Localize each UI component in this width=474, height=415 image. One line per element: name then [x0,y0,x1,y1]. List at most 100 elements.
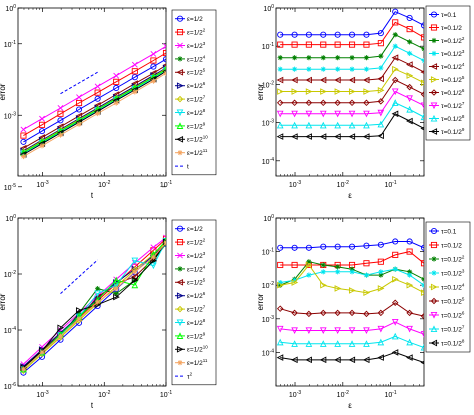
series-line [280,79,424,104]
data-point [319,356,327,364]
data-point [420,22,424,29]
data-point [162,238,166,246]
data-point [150,63,157,70]
y-tick-label: 10-4 [262,348,274,357]
data-point [20,138,27,145]
data-point [95,110,101,117]
data-point [377,338,385,346]
data-point [57,132,64,138]
data-point [320,243,327,250]
series-line [280,113,424,138]
data-point [277,281,284,289]
data-point [348,327,356,335]
legend-marker [431,37,437,44]
data-point [319,340,327,347]
data-point [305,88,313,95]
y-tick-label: 10-2 [262,80,274,89]
data-point [150,244,157,251]
data-point [391,332,399,340]
x-tick-label: 10-1 [160,390,172,399]
y-tick-label: 100 [5,4,16,13]
legend-label: ε=1/27 [187,95,206,104]
data-point [363,272,370,278]
legend-label: ε=1/24 [187,54,206,63]
data-point [334,243,341,250]
data-point [348,243,356,250]
data-point [291,110,298,118]
data-point [391,299,399,307]
data-point [377,285,385,292]
data-point [163,43,166,50]
legend-marker [430,114,438,122]
data-point [94,290,101,298]
data-point [131,276,139,284]
legend-label: τ=0.1 [441,12,457,19]
data-point [276,338,284,346]
legend-marker [176,239,184,246]
series-line [23,52,166,137]
legend-marker [430,339,438,347]
data-point [348,356,356,364]
data-point [57,333,64,339]
data-point [305,121,313,129]
data-point [406,354,413,361]
legend-marker [430,128,438,135]
data-point [320,41,327,48]
legend-label: ε=1/211 [187,148,208,157]
data-point [420,289,424,296]
series-line [23,69,166,154]
legend-marker [176,29,184,36]
data-point [363,340,370,347]
x-tick-label: 10-2 [98,180,110,189]
data-point [75,307,83,314]
legend-marker [177,150,183,156]
plot-frame [17,7,167,177]
data-point [76,94,82,101]
data-point [75,106,83,113]
data-point [377,309,385,317]
data-point [131,74,138,81]
data-point [132,269,138,275]
data-point [377,40,384,47]
y-tick-label: 10-3 [4,111,16,120]
data-point [38,128,46,135]
data-point [319,327,327,335]
data-point [320,262,326,268]
data-point [348,99,356,107]
legend-label: τ=0.1/24 [441,282,465,291]
series-line [23,64,166,149]
legend-marker [431,256,437,262]
legend-label: τ2 [187,372,193,381]
legend-box [171,9,217,176]
data-point [113,84,120,92]
legend-label: ε=1/210 [187,135,208,144]
data-point [320,99,327,107]
data-point [348,309,356,317]
data-point [348,287,356,294]
data-point [76,121,82,127]
data-point [348,31,356,38]
data-point [277,66,283,72]
series-line [280,57,424,81]
data-point [420,260,424,267]
legend-marker [176,225,184,232]
data-point [334,76,341,84]
data-point [113,78,120,85]
data-point [276,99,284,107]
data-point [391,319,399,326]
legend-label: ε=1/22 [187,238,206,247]
data-point [391,349,399,356]
data-point [348,76,356,84]
data-point [406,338,413,346]
data-point [319,133,327,140]
legend-label: t [187,164,189,171]
plot-area [276,8,424,140]
x-tick-label: 10-1 [384,390,396,399]
data-point [75,99,83,107]
data-point [377,258,384,265]
legend-label: ε=1/24 [187,264,206,273]
y-axis-label: error [256,83,265,100]
series-line [23,241,166,369]
data-point [363,121,370,129]
data-point [291,31,298,38]
